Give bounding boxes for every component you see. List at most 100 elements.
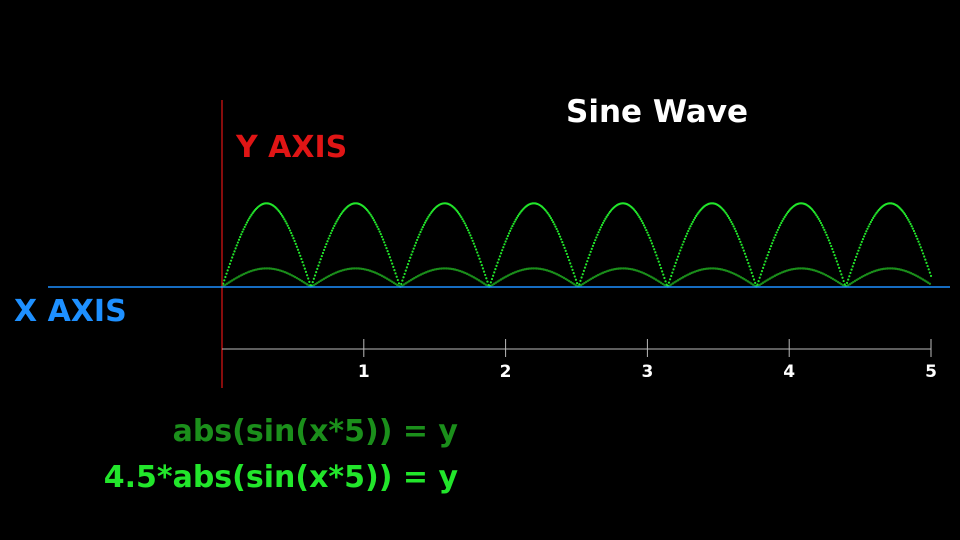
series-2-point (590, 247, 593, 250)
series-2-point (419, 230, 422, 234)
series-2-point (311, 281, 314, 284)
series-1-point (493, 282, 496, 285)
series-2-point (492, 274, 495, 277)
series-2-point (501, 249, 504, 252)
series-2-point (370, 215, 373, 218)
series-1-point (751, 283, 755, 286)
series-2-point (486, 280, 489, 283)
series-1-point (574, 284, 578, 287)
series-1-point (494, 281, 498, 284)
series-2-point (653, 248, 656, 251)
series-2-point (862, 235, 866, 238)
series-2-point (928, 271, 931, 274)
series-2-point (489, 281, 492, 284)
series-2-point (409, 256, 412, 259)
series-2-point (511, 224, 514, 228)
series-2-point (416, 238, 419, 242)
series-2-point (404, 269, 407, 272)
series-2-point (420, 228, 423, 231)
series-2-point (673, 265, 676, 268)
series-2-point (225, 272, 228, 275)
series-2-point (738, 237, 741, 241)
series-2-point (592, 241, 596, 245)
series-1-point (797, 267, 801, 270)
series-2-point (830, 244, 833, 248)
series-1-point (795, 267, 799, 270)
series-2-point (302, 264, 305, 267)
series-2-point (864, 232, 867, 235)
series-2-point (754, 281, 757, 284)
series-2-point (411, 250, 414, 253)
series-2-point (385, 247, 388, 250)
series-2-point (545, 210, 548, 213)
series-2-point (585, 263, 588, 266)
series-2-point (827, 239, 831, 242)
series-2-point (841, 276, 844, 279)
series-2-point (301, 261, 304, 264)
series-2-point (737, 235, 740, 238)
series-1-point (404, 282, 407, 285)
series-2-point (317, 264, 320, 267)
series-2-point (228, 262, 232, 265)
series-2-point (644, 226, 647, 229)
series-1-point (440, 267, 443, 270)
series-2-point (671, 271, 674, 274)
series-2-point (929, 274, 933, 278)
series-2-point (224, 275, 227, 279)
series-2-point (568, 259, 571, 262)
series-2-point (493, 271, 496, 274)
series-2-point (315, 271, 318, 274)
series-1-point (661, 282, 664, 286)
series-2-point (478, 257, 481, 260)
series-1-point (530, 267, 533, 270)
series-2-point (823, 228, 826, 231)
series-1-point (848, 283, 852, 286)
series-2-point (784, 214, 787, 217)
series-2-point (394, 272, 397, 275)
series-2-point (295, 245, 298, 248)
series-2-point (598, 228, 601, 231)
series-2-point (634, 211, 638, 214)
series-2-point (556, 230, 559, 233)
series-2-point (749, 268, 752, 271)
series-2-point (872, 216, 875, 220)
series-2-point (369, 213, 372, 216)
series-2-point (248, 217, 251, 220)
series-1-point (396, 283, 399, 287)
series-2-point (401, 279, 404, 282)
series-2-point (681, 243, 684, 246)
series-2-point (410, 253, 413, 256)
series-2-point (868, 223, 871, 226)
series-2-point (920, 249, 924, 252)
series-1-point (528, 267, 532, 270)
series-2-point (236, 241, 239, 244)
series-2-point (574, 278, 578, 281)
series-1-point (622, 267, 625, 270)
series-2-point (902, 211, 905, 214)
series-2-point (560, 238, 563, 241)
series-1-point (926, 281, 930, 284)
series-1-point (670, 283, 673, 286)
series-1-point (353, 267, 356, 270)
y-axis-label: Y AXIS (236, 130, 348, 165)
series-1-point (532, 267, 535, 270)
series-2-point (599, 226, 602, 229)
series-2-point (662, 273, 665, 276)
series-2-point (389, 259, 393, 262)
series-2-point (555, 227, 558, 231)
series-1-point (801, 267, 804, 270)
series-1-point (748, 281, 751, 284)
x-ruler: 1 2 3 4 5 (222, 339, 937, 382)
series-2-point (246, 219, 250, 222)
series-2-point (825, 233, 828, 237)
series-2-point (300, 257, 303, 261)
series-2-point (384, 244, 387, 247)
series-2-point (335, 220, 338, 223)
series-2-point (733, 227, 736, 230)
series-2-point (832, 250, 835, 254)
series-2-point (690, 222, 693, 226)
series-2-point (325, 242, 328, 246)
series-2-point (496, 261, 499, 264)
series-2-point (655, 254, 658, 257)
series-2-point (921, 252, 925, 255)
